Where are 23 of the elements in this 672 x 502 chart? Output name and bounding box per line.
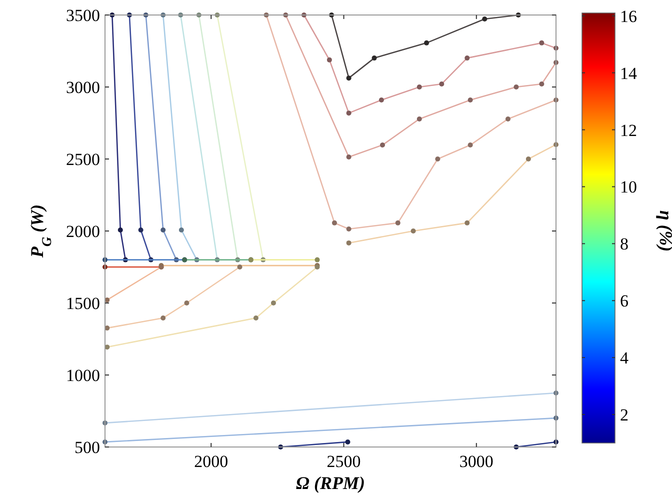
y-tick-label: 1000 <box>66 366 100 385</box>
color-bar-label: 8 <box>620 234 628 254</box>
color-bar-label: 14 <box>620 64 638 83</box>
point <box>372 56 377 61</box>
color-bar-label: 16 <box>620 6 637 26</box>
point <box>482 16 488 22</box>
color-bar-label: 10 <box>620 178 637 197</box>
x-tick-label: 3000 <box>459 452 494 471</box>
x-tick-label: 2000 <box>194 452 228 471</box>
y-tick-label: 3000 <box>66 78 100 97</box>
y-tick-label: 2500 <box>66 150 100 169</box>
x-tick-label: 2500 <box>326 452 361 471</box>
color-bar-label: 6 <box>620 292 628 311</box>
y-tick-label: 2000 <box>66 222 100 241</box>
y-tick-label: 1500 <box>66 294 100 313</box>
color-bar-label: 2 <box>620 406 628 425</box>
point <box>346 76 352 81</box>
point <box>424 40 430 46</box>
y-tick-label: 500 <box>74 438 100 457</box>
y-tick-label: 3500 <box>66 6 100 25</box>
color-bar-label: 4 <box>620 348 629 368</box>
x-axis-title: Ω (RPM) <box>296 473 365 493</box>
color-bar-label: 12 <box>620 120 637 140</box>
